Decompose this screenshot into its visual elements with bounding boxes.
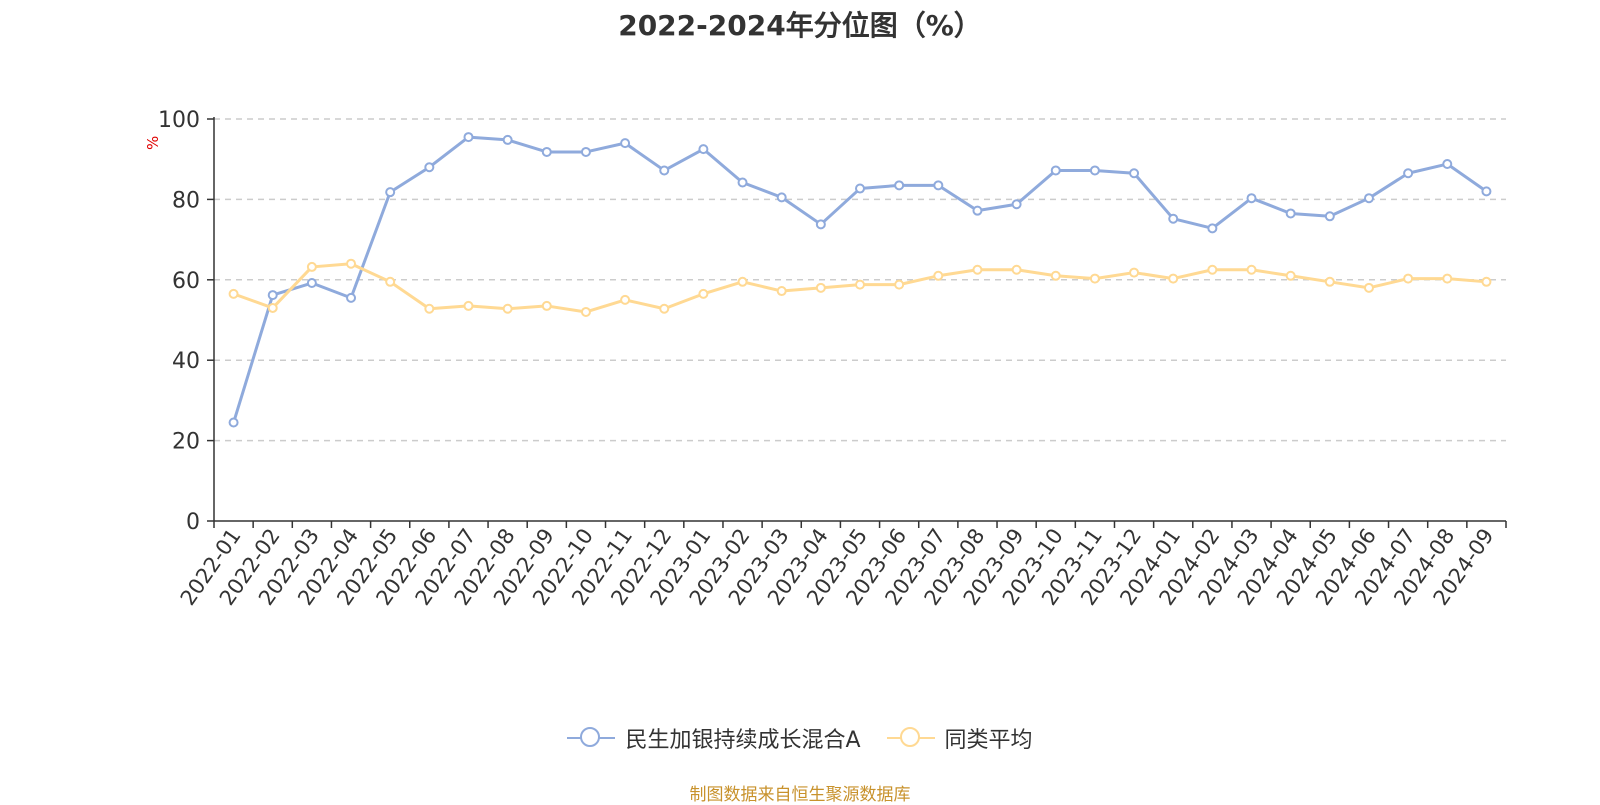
data-point — [659, 165, 670, 176]
data-point — [541, 300, 552, 311]
data-point — [620, 294, 631, 305]
data-point — [933, 270, 944, 281]
y-tick-label: 20 — [172, 430, 200, 455]
data-point — [972, 264, 983, 275]
legend-label-series-1: 民生加银持续成长混合A — [625, 728, 861, 753]
data-point — [737, 177, 748, 188]
y-tick-label: 60 — [172, 269, 200, 294]
data-point — [346, 258, 357, 269]
data-source-note: 制图数据来自恒生聚源数据库 — [689, 785, 911, 805]
y-tick-label: 80 — [172, 188, 200, 213]
chart-title: 2022-2024年分位图（%） — [618, 9, 982, 42]
line-chart: 0204060801002022-012022-022022-032022-04… — [158, 108, 1507, 610]
data-point — [267, 290, 278, 301]
data-point — [1168, 213, 1179, 224]
data-point — [737, 276, 748, 287]
data-point — [1246, 264, 1257, 275]
data-point — [1285, 208, 1296, 219]
data-point — [1285, 270, 1296, 281]
data-point — [228, 417, 239, 428]
data-point — [346, 292, 357, 303]
data-point — [1050, 270, 1061, 281]
data-point — [463, 300, 474, 311]
data-point — [1324, 211, 1335, 222]
data-point — [1363, 193, 1374, 204]
data-point — [385, 187, 396, 198]
data-point — [580, 146, 591, 157]
data-point — [855, 183, 865, 194]
data-point — [1207, 223, 1218, 234]
data-point — [306, 261, 317, 272]
data-point — [698, 144, 709, 155]
data-point — [228, 288, 239, 299]
data-point — [1129, 168, 1140, 179]
data-point — [1246, 193, 1257, 204]
data-point — [1481, 186, 1492, 197]
series-1 — [228, 132, 1492, 428]
data-point — [502, 303, 513, 314]
y-tick-label: 0 — [186, 510, 200, 535]
series-lines — [228, 132, 1492, 428]
legend-item-series-1[interactable]: 民生加银持续成长混合A — [567, 722, 861, 754]
data-point — [1011, 264, 1022, 275]
data-point — [580, 306, 591, 317]
data-point — [815, 282, 826, 293]
data-point — [933, 180, 944, 191]
data-point — [1324, 276, 1335, 287]
data-point — [620, 138, 631, 149]
data-point — [463, 132, 474, 143]
data-point — [385, 276, 396, 287]
data-point — [894, 279, 905, 290]
data-point — [1442, 159, 1453, 170]
data-point — [1050, 165, 1061, 176]
data-point — [1011, 199, 1022, 210]
legend-marker-series-2 — [886, 725, 935, 751]
y-tick-label: 100 — [158, 108, 200, 133]
y-tick-label: 40 — [172, 349, 200, 374]
legend-marker-series-1 — [567, 725, 616, 751]
data-point — [1363, 282, 1374, 293]
data-point — [1129, 267, 1140, 278]
data-point — [1481, 276, 1492, 287]
data-point — [1089, 165, 1100, 176]
data-point — [267, 302, 278, 313]
data-point — [776, 192, 787, 203]
data-point — [1403, 273, 1414, 284]
data-point — [306, 278, 317, 289]
axes: 0204060801002022-012022-022022-032022-04… — [158, 108, 1507, 610]
data-point — [1168, 273, 1179, 284]
data-point — [855, 279, 865, 290]
data-point — [659, 303, 670, 314]
legend-item-series-2[interactable]: 同类平均 — [886, 722, 1033, 754]
data-point — [698, 288, 709, 299]
data-point — [1403, 168, 1414, 179]
data-point — [815, 219, 826, 230]
data-point — [424, 303, 435, 314]
data-point — [1442, 273, 1453, 284]
data-point — [972, 205, 983, 216]
data-point — [1207, 264, 1218, 275]
legend: 民生加银持续成长混合A 同类平均 — [0, 722, 1600, 754]
data-point — [1089, 273, 1100, 284]
series-2 — [228, 258, 1492, 317]
data-point — [424, 162, 435, 173]
data-point — [502, 134, 513, 145]
data-point — [776, 286, 787, 297]
legend-label-series-2: 同类平均 — [944, 728, 1033, 753]
data-point — [541, 146, 552, 157]
data-point — [894, 180, 905, 191]
